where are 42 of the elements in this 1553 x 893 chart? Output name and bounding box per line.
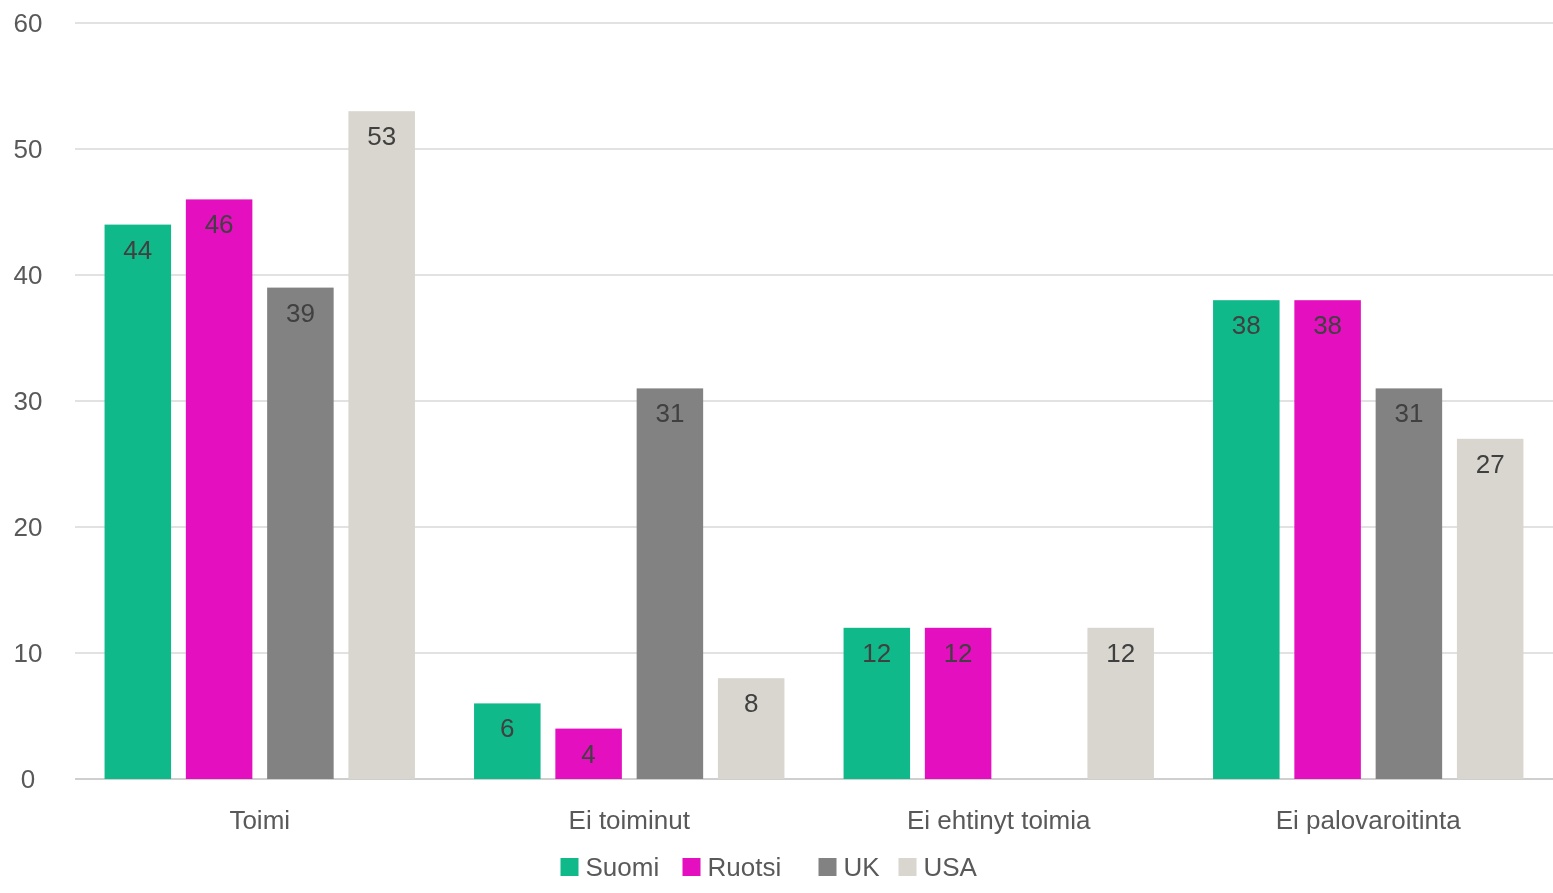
x-tick-label: Ei toiminut — [568, 805, 691, 835]
data-label: 38 — [1231, 310, 1261, 341]
y-tick-label: 10 — [13, 638, 43, 669]
y-tick-label: 60 — [13, 8, 43, 39]
bar — [843, 627, 911, 779]
data-label: 46 — [204, 209, 234, 240]
bar — [185, 199, 253, 779]
x-tick-label: Ei palovaroitinta — [1275, 805, 1462, 835]
data-label: 44 — [123, 234, 153, 265]
bar — [1213, 300, 1280, 779]
data-label: 12 — [1106, 637, 1136, 668]
data-label: 27 — [1475, 448, 1505, 479]
y-tick-label: 30 — [13, 386, 43, 417]
bar — [1375, 388, 1443, 779]
legend-label: Ruotsi — [707, 852, 782, 883]
data-label: 31 — [655, 398, 685, 429]
bar — [474, 703, 541, 779]
data-label: 39 — [285, 297, 315, 328]
x-tick-label: Ei ehtinyt toimia — [906, 805, 1092, 835]
data-label: 4 — [581, 738, 596, 769]
y-tick-label: 20 — [13, 512, 43, 543]
y-tick-label: 40 — [13, 260, 43, 291]
bar — [1294, 300, 1361, 779]
data-label: 6 — [500, 713, 515, 744]
bar — [104, 224, 172, 779]
bar — [555, 728, 622, 779]
data-label: 31 — [1394, 398, 1424, 429]
bar — [924, 627, 992, 779]
x-tick-label: Toimi — [229, 805, 291, 835]
legend-label: USA — [923, 852, 978, 883]
data-label: 8 — [743, 688, 759, 719]
data-label: 12 — [943, 637, 973, 668]
y-tick-label: 0 — [20, 764, 36, 795]
bar — [267, 287, 334, 779]
bar — [636, 388, 704, 779]
y-tick-label: 50 — [13, 134, 43, 165]
data-label: 12 — [862, 637, 892, 668]
legend-label: UK — [843, 852, 881, 883]
data-label: 38 — [1313, 310, 1343, 341]
data-label: 53 — [367, 121, 397, 152]
legend-label: Suomi — [585, 852, 660, 883]
bar — [717, 678, 785, 779]
